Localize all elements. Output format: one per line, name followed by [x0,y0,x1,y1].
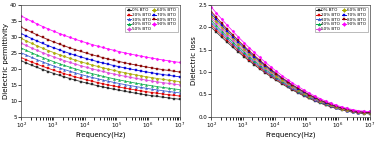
Legend: 0% BTO, 20% BTO, 30% BTO, 40% BTO, 50% BTO, 60% BTO, 70% BTO, 80% BTO, 90% BTO: 0% BTO, 20% BTO, 30% BTO, 40% BTO, 50% B… [125,7,178,32]
X-axis label: Frequency(Hz): Frequency(Hz) [75,132,126,138]
Y-axis label: Dielectric loss: Dielectric loss [191,36,197,85]
Legend: 0% BTO, 20% BTO, 30% BTO, 40% BTO, 50% BTO, 60% BTO, 70% BTO, 80% BTO, 90% BTO: 0% BTO, 20% BTO, 30% BTO, 40% BTO, 50% B… [315,7,367,32]
Y-axis label: Dielectric permittivity: Dielectric permittivity [3,23,9,99]
X-axis label: Frequency(Hz): Frequency(Hz) [265,132,316,138]
